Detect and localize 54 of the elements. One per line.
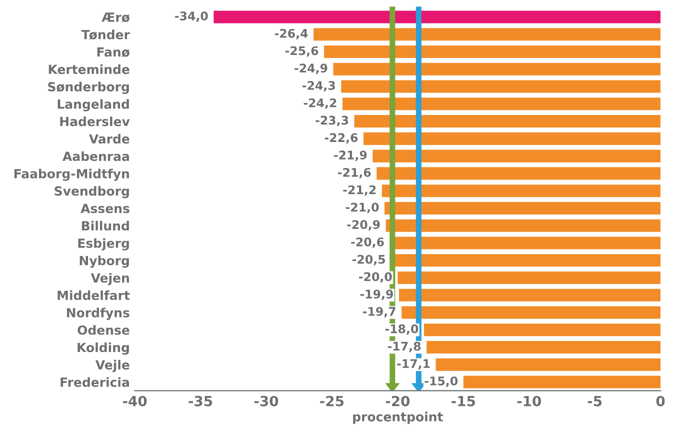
y-tick-label: Vejle (95, 360, 130, 372)
data-label: -21,9 (334, 150, 367, 161)
y-tick-label: Fanø (97, 47, 130, 58)
data-label: -18,0 (385, 324, 418, 335)
x-tick-label: -10 (517, 396, 541, 406)
y-tick-label: Varde (88, 134, 130, 144)
y-tick-label: Nordfyns (67, 308, 130, 320)
y-tick-label: Sønderborg (48, 82, 129, 94)
data-label: -20,9 (347, 220, 380, 231)
data-label: -20,0 (359, 272, 392, 283)
y-tick-label: Svendborg (54, 186, 129, 198)
data-label: -26,4 (274, 28, 308, 40)
y-tick-label: Haderslev (60, 116, 130, 126)
x-tick-label: -35 (188, 396, 212, 406)
x-tick-label: 0 (656, 396, 665, 406)
y-tick-label: Assens (80, 204, 130, 214)
data-label: -19,9 (360, 290, 393, 300)
x-tick-label: -20 (386, 396, 410, 406)
y-tick-label: Kolding (78, 342, 129, 355)
y-tick-label: Aabenraa (62, 151, 129, 161)
y-tick-label: Middelfart (58, 290, 130, 300)
data-label: -17,1 (397, 359, 430, 370)
data-label: -17,8 (388, 342, 421, 352)
y-tick-label: Kerteminde (48, 64, 130, 74)
data-label: -34,0 (175, 12, 208, 22)
x-tick-label: -25 (320, 396, 344, 406)
data-label: -20,6 (351, 237, 384, 248)
data-label: -23,3 (316, 116, 348, 126)
y-tick-label: Odense (78, 325, 130, 335)
data-label: -25,6 (285, 46, 318, 57)
data-label: -24,3 (302, 81, 335, 92)
y-tick-label: Tønder (81, 30, 130, 40)
x-tick-label: -5 (588, 396, 602, 406)
y-tick-label: Fredericia (60, 377, 129, 387)
data-label: -21,6 (338, 168, 371, 178)
y-tick-label: Ærø (102, 12, 130, 22)
data-label: -21,2 (343, 185, 376, 196)
data-label: -21,0 (346, 202, 379, 214)
data-label: -19,7 (362, 307, 396, 318)
y-tick-label: Faaborg-Midtfyn (14, 168, 129, 181)
data-label: -24,2 (304, 98, 336, 109)
y-tick-label: Langeland (58, 99, 129, 112)
x-tick-label: -30 (254, 396, 278, 406)
x-axis-title: procentpoint (353, 412, 443, 424)
data-label: -22,6 (324, 133, 358, 144)
data-label: -15,0 (424, 376, 458, 387)
y-tick-label: Esbjerg (78, 238, 129, 250)
data-label: -24,9 (294, 64, 328, 74)
x-tick-label: -15 (452, 396, 475, 406)
y-tick-label: Vejen (90, 272, 129, 286)
data-label: -20,5 (352, 254, 386, 266)
y-tick-label: Billund (82, 220, 129, 231)
y-tick-label: Nyborg (80, 256, 129, 268)
x-tick-label: -40 (123, 396, 147, 406)
